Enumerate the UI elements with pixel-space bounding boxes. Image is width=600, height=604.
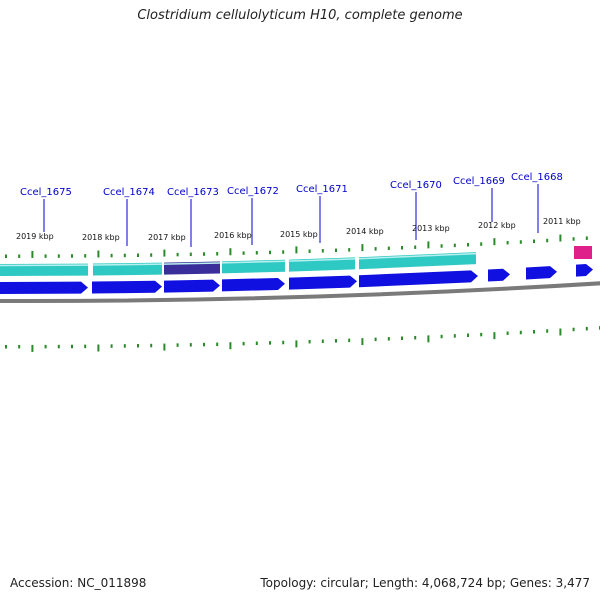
- accession-text: Accession: NC_011898: [10, 576, 146, 590]
- misc-feature-block[interactable]: [574, 246, 592, 259]
- scale-tick-label: 2015 kbp: [280, 230, 318, 239]
- gene-labels: Ccel_1675 Ccel_1674 Ccel_1673 Ccel_1672 Ccel…: [20, 172, 563, 198]
- scale-tick-label: 2019 kbp: [16, 232, 54, 241]
- gene-label-ccel-1670[interactable]: Ccel_1670: [390, 180, 442, 191]
- genome-title: Clostridium cellulolyticum H10, complete…: [0, 8, 600, 23]
- gene-arrow[interactable]: [0, 282, 88, 294]
- gene-arrow[interactable]: [164, 280, 220, 293]
- gene-label-ccel-1673[interactable]: Ccel_1673: [167, 187, 219, 198]
- gene-arrow[interactable]: [92, 281, 162, 294]
- scale-ticks-bottom: [6, 326, 600, 352]
- genome-summary-text: Topology: circular; Length: 4,068,724 bp…: [260, 576, 590, 590]
- gene-label-ccel-1668[interactable]: Ccel_1668: [511, 172, 563, 183]
- scale-tick-label: 2016 kbp: [214, 231, 252, 240]
- cds-bar-highlight: [93, 264, 162, 265]
- scale-tick-label: 2012 kbp: [478, 221, 516, 230]
- gene-label-ccel-1669[interactable]: Ccel_1669: [453, 176, 505, 187]
- gene-label-ccel-1671[interactable]: Ccel_1671: [296, 184, 348, 195]
- scale-tick-label: 2011 kbp: [543, 217, 581, 226]
- gene-arrow[interactable]: [222, 278, 285, 291]
- gene-arrow[interactable]: [526, 266, 557, 279]
- gene-arrow[interactable]: [289, 276, 357, 290]
- scale-tick-label: 2014 kbp: [346, 227, 384, 236]
- gene-arrow[interactable]: [488, 269, 510, 282]
- gene-label-ccel-1675[interactable]: Ccel_1675: [20, 187, 72, 198]
- gene-arrow[interactable]: [359, 270, 478, 287]
- gene-arrow[interactable]: [576, 264, 593, 277]
- scale-tick-label: 2018 kbp: [82, 233, 120, 242]
- scale-tick-label: 2017 kbp: [148, 233, 186, 242]
- scale-tick-label: 2013 kbp: [412, 224, 450, 233]
- gene-label-ccel-1674[interactable]: Ccel_1674: [103, 187, 155, 198]
- gene-label-ccel-1672[interactable]: Ccel_1672: [227, 186, 279, 197]
- scale-tick-labels: 2019 kbp 2018 kbp 2017 kbp 2016 kbp 2015 kbp…: [16, 217, 581, 242]
